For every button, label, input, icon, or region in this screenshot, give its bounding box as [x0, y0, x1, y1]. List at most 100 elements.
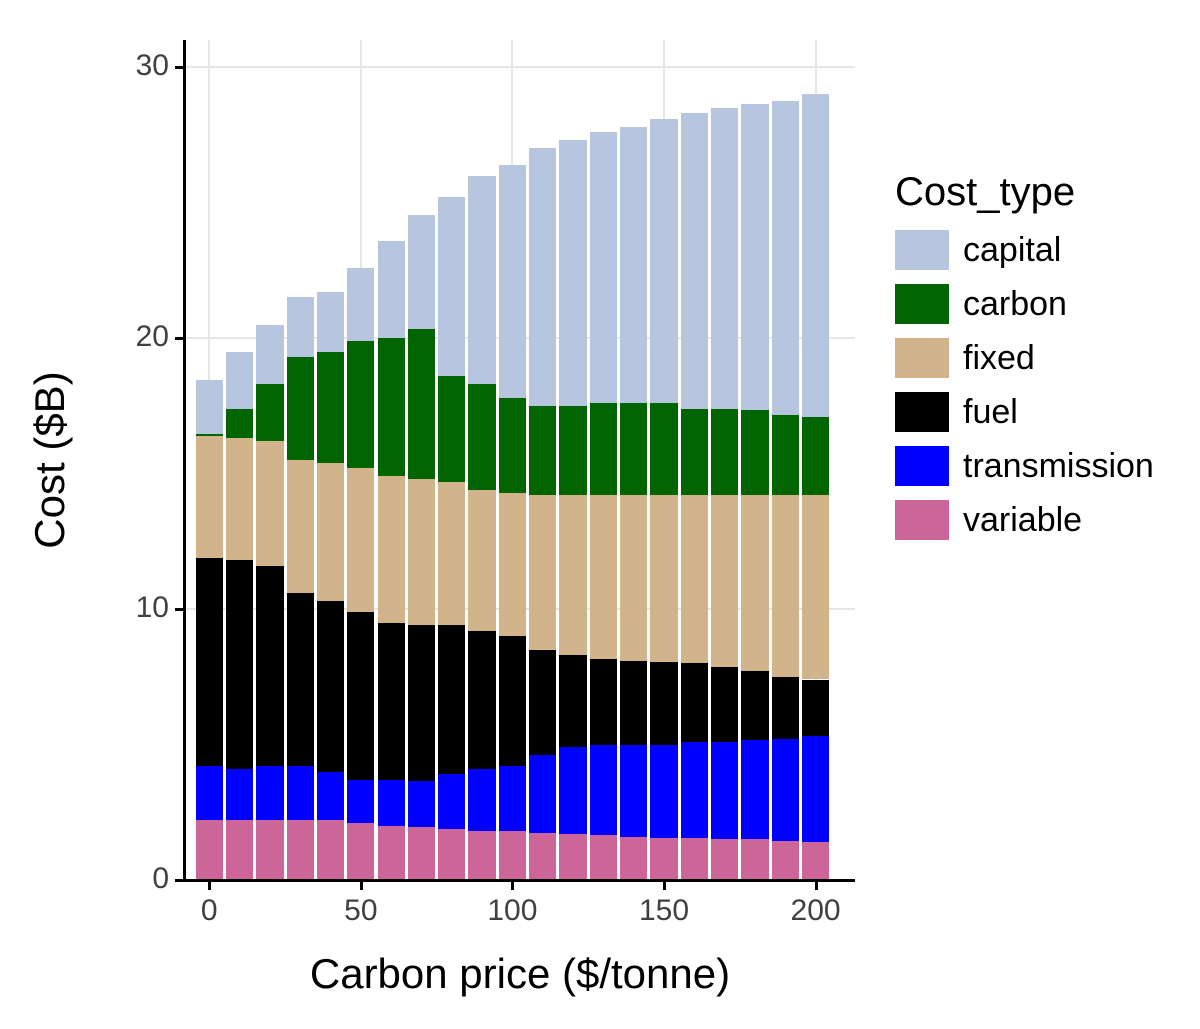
bar-seg-fuel [499, 636, 526, 766]
bar [438, 197, 465, 880]
bar-seg-transmission [741, 740, 768, 839]
x-axis-line [183, 879, 855, 882]
legend-label: fixed [963, 339, 1035, 378]
y-tick [175, 337, 185, 340]
y-tick-label: 20 [136, 320, 169, 354]
bar-seg-variable [711, 839, 738, 880]
bar-seg-fuel [741, 671, 768, 740]
bar-seg-variable [317, 820, 344, 880]
bar [287, 297, 314, 880]
bar-seg-variable [468, 831, 495, 880]
bar-seg-carbon [226, 409, 253, 439]
x-tick [511, 880, 514, 890]
bar-seg-capital [196, 380, 223, 434]
legend-label: fuel [963, 393, 1018, 432]
bar-seg-carbon [287, 357, 314, 460]
bar-seg-fixed [499, 493, 526, 637]
bar-seg-fuel [802, 680, 829, 737]
bar-seg-capital [317, 292, 344, 352]
bar-seg-fuel [347, 612, 374, 780]
bar [378, 241, 405, 880]
legend-label: variable [963, 501, 1082, 540]
bar-seg-variable [741, 839, 768, 880]
bar-seg-carbon [681, 409, 708, 496]
bars-layer [185, 40, 855, 880]
bar-seg-variable [408, 827, 435, 880]
bar-seg-fixed [226, 438, 253, 560]
legend-item: fuel [895, 385, 1154, 439]
bar-seg-variable [559, 834, 586, 880]
bar-seg-fuel [468, 631, 495, 769]
bar-seg-transmission [256, 766, 283, 820]
bar-seg-variable [347, 823, 374, 880]
legend-key [895, 338, 949, 378]
bar-seg-transmission [499, 766, 526, 831]
x-tick-label: 0 [169, 894, 249, 928]
x-tick [815, 880, 818, 890]
y-axis-line [183, 40, 186, 880]
bar-seg-capital [772, 101, 799, 415]
bar-seg-transmission [226, 769, 253, 820]
bar-seg-capital [590, 132, 617, 403]
bar-seg-variable [499, 831, 526, 880]
bar-seg-capital [620, 127, 647, 403]
bar-seg-transmission [196, 766, 223, 820]
bar-seg-transmission [620, 745, 647, 837]
bar-seg-fixed [741, 495, 768, 671]
bar [529, 148, 556, 880]
legend-item: carbon [895, 277, 1154, 331]
y-tick-label: 30 [136, 49, 169, 83]
bar-seg-carbon [256, 384, 283, 441]
bar [590, 132, 617, 880]
x-tick-label: 50 [321, 894, 401, 928]
bar-seg-capital [711, 108, 738, 409]
bar [499, 165, 526, 880]
bar-seg-transmission [287, 766, 314, 820]
bar-seg-carbon [741, 410, 768, 495]
legend-key [895, 284, 949, 324]
bar-seg-transmission [317, 772, 344, 821]
bar-seg-fuel [196, 558, 223, 767]
legend-key [895, 230, 949, 270]
bar-seg-variable [226, 820, 253, 880]
bar [802, 94, 829, 880]
legend-key [895, 500, 949, 540]
bar-seg-carbon [468, 384, 495, 490]
bar-seg-capital [347, 268, 374, 341]
bar-seg-capital [438, 197, 465, 376]
bar-seg-variable [438, 829, 465, 880]
bar-seg-fixed [559, 495, 586, 655]
bar-seg-fixed [378, 476, 405, 622]
bar [256, 325, 283, 880]
bar-seg-fixed [438, 482, 465, 626]
bar-seg-capital [529, 148, 556, 405]
bar-seg-capital [256, 325, 283, 385]
bar-seg-fuel [317, 601, 344, 772]
bar-seg-fuel [256, 566, 283, 767]
legend-label: carbon [963, 285, 1067, 324]
bar-seg-capital [226, 352, 253, 409]
bar-seg-capital [287, 297, 314, 357]
bar-seg-fixed [287, 460, 314, 593]
bar-seg-variable [256, 820, 283, 880]
bar-seg-carbon [529, 406, 556, 495]
bar-seg-fuel [438, 625, 465, 774]
y-axis-title: Cost ($B) [26, 371, 74, 548]
bar-seg-capital [681, 113, 708, 408]
bar-seg-fixed [196, 436, 223, 558]
bar-seg-carbon [802, 417, 829, 496]
bar-seg-variable [802, 842, 829, 880]
bar-seg-carbon [317, 352, 344, 463]
bar [772, 101, 799, 880]
bar-seg-capital [741, 104, 768, 410]
bar-seg-variable [529, 833, 556, 880]
bar-seg-fuel [772, 677, 799, 739]
bar-seg-variable [681, 838, 708, 880]
x-tick [360, 880, 363, 890]
bar-seg-transmission [802, 736, 829, 842]
bar-seg-fixed [590, 495, 617, 659]
x-tick [663, 880, 666, 890]
bar-seg-fuel [620, 661, 647, 745]
bar [681, 113, 708, 880]
bar-seg-transmission [529, 755, 556, 832]
